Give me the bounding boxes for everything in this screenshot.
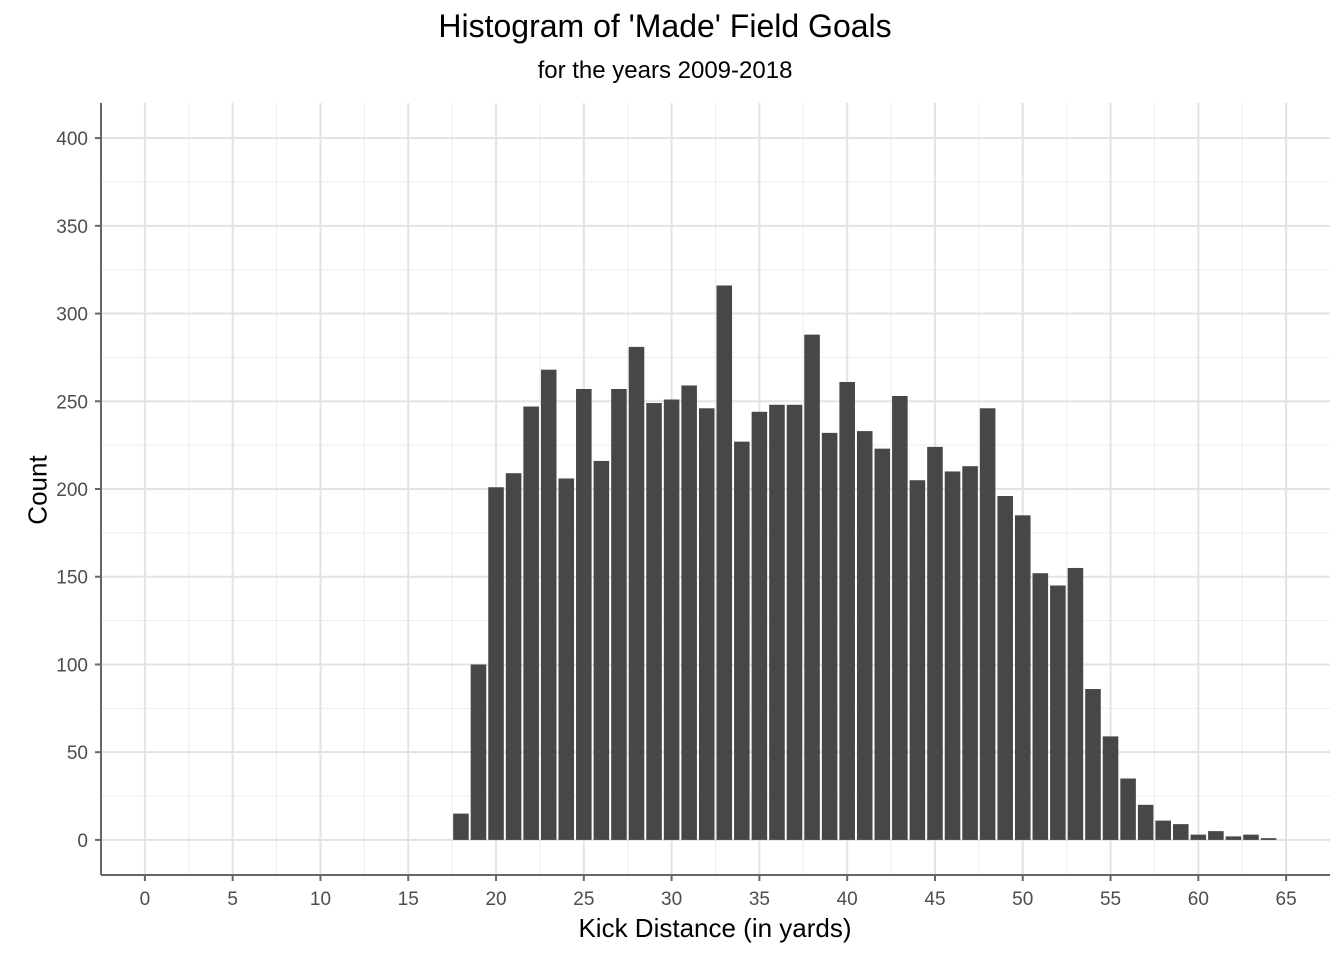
x-tick-label: 65 <box>1276 889 1297 910</box>
x-tick-label: 10 <box>310 889 331 910</box>
histogram-bar <box>856 431 873 840</box>
y-tick-label: 250 <box>56 392 88 413</box>
histogram-bar <box>628 346 645 840</box>
chart-subtitle: for the years 2009-2018 <box>537 57 793 84</box>
y-tick-label: 300 <box>56 305 88 326</box>
histogram-bar <box>576 388 592 840</box>
chart-title: Histogram of 'Made' Field Goals <box>438 8 892 44</box>
histogram-bar <box>892 396 908 840</box>
histogram-bar <box>821 432 838 840</box>
histogram-bar <box>1243 834 1259 840</box>
histogram-bar <box>786 404 803 840</box>
histogram-bar <box>1050 585 1066 840</box>
histogram-bar <box>1032 573 1049 840</box>
histogram-bar <box>716 285 733 840</box>
histogram-bar <box>1014 515 1031 840</box>
histogram-bar <box>769 404 785 840</box>
histogram-bar <box>1225 836 1242 840</box>
y-tick-label: 350 <box>56 217 88 238</box>
histogram-bar <box>1120 778 1136 840</box>
y-tick-label: 100 <box>56 655 88 676</box>
histogram-bar <box>681 385 697 840</box>
y-tick-label: 150 <box>56 568 88 589</box>
histogram-bar <box>997 496 1013 840</box>
y-tick-label: 200 <box>56 480 88 501</box>
x-axis-label: Kick Distance (in yards) <box>578 913 852 943</box>
histogram-bar <box>1102 736 1119 840</box>
histogram-bar <box>488 487 504 840</box>
histogram-bar <box>593 460 610 840</box>
histogram-bar <box>874 448 891 840</box>
y-axis-ticks: 0 50 100 150 200 250 300 350 400 <box>56 129 101 852</box>
histogram-bars <box>453 285 1277 840</box>
histogram-bar <box>1260 838 1277 840</box>
histogram-bar <box>505 473 522 840</box>
y-axis-label: Count <box>22 455 53 525</box>
x-tick-label: 20 <box>485 889 506 910</box>
histogram-bar <box>927 446 943 840</box>
histogram-bar <box>1208 831 1224 840</box>
histogram-bar <box>1067 567 1084 840</box>
x-tick-label: 45 <box>924 889 945 910</box>
y-tick-label: 400 <box>56 129 88 150</box>
histogram-bar <box>979 408 996 840</box>
x-tick-label: 25 <box>573 889 594 910</box>
x-tick-label: 30 <box>661 889 682 910</box>
histogram-bar <box>804 334 820 840</box>
x-tick-label: 60 <box>1188 889 1209 910</box>
y-tick-label: 0 <box>77 831 88 852</box>
x-tick-label: 35 <box>749 889 770 910</box>
histogram-bar <box>540 369 557 840</box>
x-tick-label: 15 <box>398 889 419 910</box>
histogram-bar <box>663 399 680 840</box>
y-tick-label: 50 <box>67 743 88 764</box>
x-axis-ticks: 0 5 10 15 20 25 30 35 40 45 50 55 60 65 <box>140 875 1297 910</box>
histogram-bar <box>1085 689 1101 840</box>
histogram-bar <box>751 411 768 840</box>
histogram-bar <box>523 406 539 840</box>
x-tick-label: 5 <box>227 889 238 910</box>
histogram-bar <box>944 471 961 840</box>
histogram-bar <box>1172 824 1189 840</box>
histogram-bar <box>558 478 575 840</box>
histogram-bar <box>1137 804 1154 840</box>
histogram-bar <box>909 480 926 840</box>
histogram-bar <box>646 403 662 840</box>
histogram-bar <box>611 388 627 840</box>
histogram-bar <box>839 381 855 840</box>
histogram-bar <box>734 441 750 840</box>
histogram-bar <box>453 813 469 840</box>
histogram-bar <box>698 408 715 840</box>
histogram-bar <box>1190 834 1207 840</box>
histogram-bar <box>1155 820 1171 840</box>
histogram-bar <box>470 664 487 840</box>
histogram-bar <box>962 466 978 840</box>
x-tick-label: 55 <box>1100 889 1121 910</box>
x-tick-label: 40 <box>837 889 858 910</box>
x-tick-label: 0 <box>140 889 151 910</box>
x-tick-label: 50 <box>1012 889 1033 910</box>
